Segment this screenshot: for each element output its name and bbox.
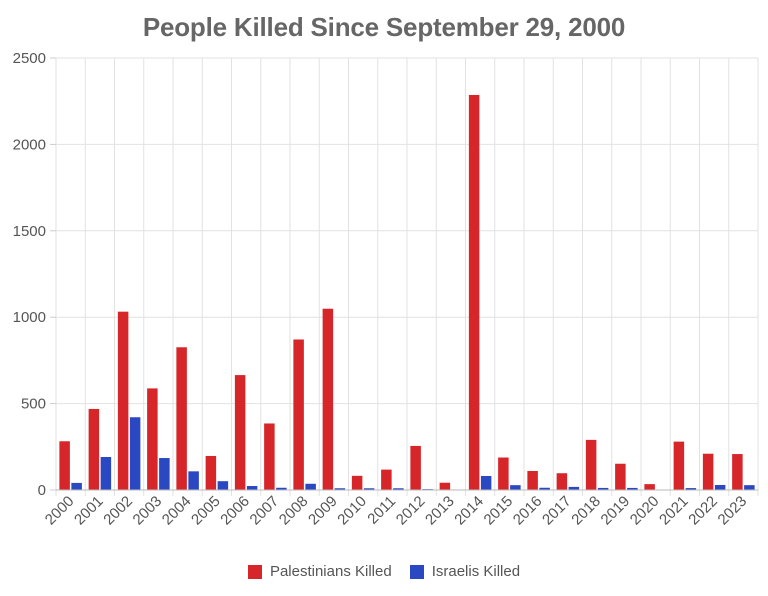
bar-israelis-2023[interactable] — [744, 485, 755, 490]
bar-palestinians-2014[interactable] — [468, 94, 480, 491]
bars — [59, 94, 755, 491]
bar-palestinians-2001[interactable] — [88, 408, 100, 490]
bar-palestinians-2016[interactable] — [527, 470, 538, 490]
y-tick-label: 1500 — [13, 223, 46, 240]
x-tick-label: 2002 — [100, 493, 136, 529]
bar-israelis-2004[interactable] — [188, 471, 199, 490]
bar-israelis-2016[interactable] — [539, 487, 550, 490]
y-tick-label: 2000 — [13, 136, 46, 153]
grid-lines — [55, 57, 759, 496]
bar-israelis-2009[interactable] — [334, 488, 346, 490]
bar-palestinians-2003[interactable] — [147, 388, 158, 490]
bar-israelis-2001[interactable] — [100, 456, 112, 490]
bar-palestinians-2004[interactable] — [176, 347, 187, 490]
x-tick-label: 2017 — [539, 493, 575, 529]
x-tick-label: 2010 — [334, 493, 370, 529]
legend-item-palestinians[interactable]: Palestinians Killed — [247, 563, 392, 580]
y-tick-label: 1000 — [13, 309, 46, 326]
legend-swatch-israelis — [409, 564, 424, 579]
bar-israelis-2019[interactable] — [627, 487, 638, 490]
x-tick-label: 2007 — [247, 493, 283, 529]
legend-label-israelis: Israelis Killed — [431, 563, 521, 580]
chart-title: People Killed Since September 29, 2000 — [142, 12, 626, 42]
x-tick-label: 2008 — [276, 493, 312, 529]
bar-palestinians-2002[interactable] — [117, 311, 129, 490]
x-tick-label: 2006 — [217, 493, 253, 529]
x-tick-label: 2011 — [364, 493, 399, 528]
bar-israelis-2017[interactable] — [568, 486, 580, 490]
x-tick-label: 2019 — [598, 493, 634, 529]
x-axis: 2000200120022003200420052006200720082009… — [42, 489, 758, 529]
bar-palestinians-2013[interactable] — [439, 482, 451, 490]
legend-label-palestinians: Palestinians Killed — [269, 563, 392, 580]
bar-palestinians-2011[interactable] — [381, 469, 392, 490]
x-tick-label: 2014 — [451, 493, 487, 529]
y-tick-label: 0 — [38, 482, 46, 499]
x-tick-label: 2004 — [159, 493, 195, 529]
x-tick-label: 2015 — [481, 493, 517, 529]
bar-palestinians-2009[interactable] — [322, 308, 334, 490]
x-tick-label: 2001 — [71, 493, 107, 529]
bar-palestinians-2000[interactable] — [59, 441, 70, 490]
bar-palestinians-2012[interactable] — [410, 445, 421, 490]
bar-israelis-2010[interactable] — [363, 488, 375, 490]
bar-palestinians-2021[interactable] — [673, 441, 685, 490]
bar-palestinians-2005[interactable] — [205, 455, 217, 490]
x-tick-label: 2018 — [568, 493, 604, 529]
bar-palestinians-2015[interactable] — [498, 457, 509, 490]
bar-israelis-2015[interactable] — [510, 485, 521, 490]
x-tick-label: 2009 — [305, 493, 341, 529]
bar-israelis-2014[interactable] — [480, 476, 492, 490]
x-tick-label: 2003 — [130, 493, 166, 529]
x-tick-label: 2020 — [627, 493, 663, 529]
x-tick-label: 2022 — [685, 493, 721, 529]
bar-israelis-2022[interactable] — [714, 484, 726, 490]
bar-israelis-2011[interactable] — [393, 488, 404, 490]
bar-israelis-2000[interactable] — [71, 482, 82, 490]
bar-palestinians-2008[interactable] — [293, 339, 304, 490]
x-tick-label: 2012 — [393, 493, 429, 529]
bar-israelis-2003[interactable] — [159, 458, 170, 490]
bar-palestinians-2019[interactable] — [615, 463, 626, 490]
bar-palestinians-2006[interactable] — [234, 375, 246, 490]
bar-palestinians-2022[interactable] — [702, 453, 714, 490]
x-tick-label: 2023 — [715, 493, 751, 529]
bar-palestinians-2007[interactable] — [264, 423, 275, 490]
bar-israelis-2002[interactable] — [129, 417, 141, 490]
legend-item-israelis[interactable]: Israelis Killed — [409, 563, 521, 580]
bar-israelis-2005[interactable] — [217, 481, 229, 490]
bar-israelis-2008[interactable] — [305, 483, 316, 490]
x-tick-label: 2021 — [656, 493, 692, 529]
y-tick-label: 2500 — [13, 50, 46, 67]
bar-israelis-2007[interactable] — [276, 487, 287, 490]
x-tick-label: 2013 — [422, 493, 458, 529]
x-tick-label: 2000 — [42, 493, 78, 529]
bar-palestinians-2018[interactable] — [585, 439, 597, 490]
y-tick-label: 500 — [21, 396, 46, 413]
legend: Palestinians Killed Israelis Killed — [0, 563, 768, 580]
bar-israelis-2006[interactable] — [246, 486, 258, 490]
y-axis: 0 500 1000 1500 2000 2500 — [13, 50, 56, 499]
x-tick-label: 2005 — [188, 493, 224, 529]
bar-palestinians-2010[interactable] — [351, 475, 363, 490]
bar-palestinians-2020[interactable] — [644, 484, 655, 490]
bar-israelis-2021[interactable] — [685, 488, 697, 490]
bar-palestinians-2023[interactable] — [732, 454, 743, 490]
x-tick-label: 2016 — [510, 493, 546, 529]
bar-israelis-2018[interactable] — [597, 487, 609, 490]
legend-swatch-palestinians — [247, 564, 262, 579]
bar-palestinians-2017[interactable] — [556, 473, 568, 490]
